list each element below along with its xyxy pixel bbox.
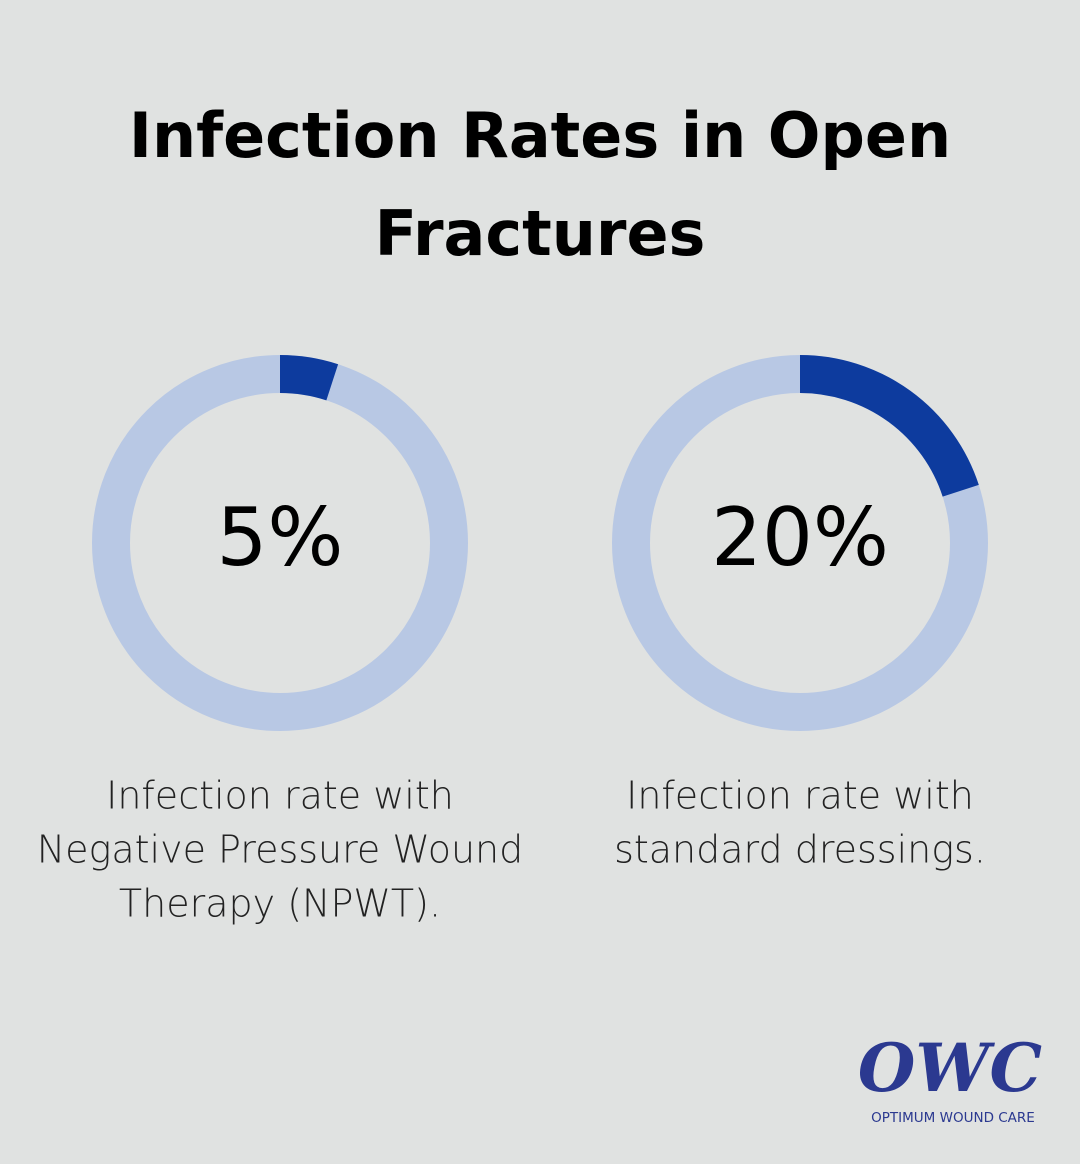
value-label: 5%: [217, 491, 344, 584]
description: standard dressings.: [614, 828, 986, 872]
logo-name: OPTIMUM WOUND CARE: [871, 1110, 1035, 1126]
description: Infection rate with: [106, 774, 454, 818]
description: Therapy (NPWT).: [119, 882, 441, 926]
description: Infection rate with: [626, 774, 974, 818]
logo-mark: OWC: [858, 1029, 1042, 1107]
description: Negative Pressure Wound: [37, 828, 524, 872]
donut-segment: [279, 355, 339, 401]
donut-segment: [799, 355, 979, 498]
title: Infection Rates in Open Fractures: [129, 99, 951, 270]
value-label: 20%: [711, 491, 889, 584]
